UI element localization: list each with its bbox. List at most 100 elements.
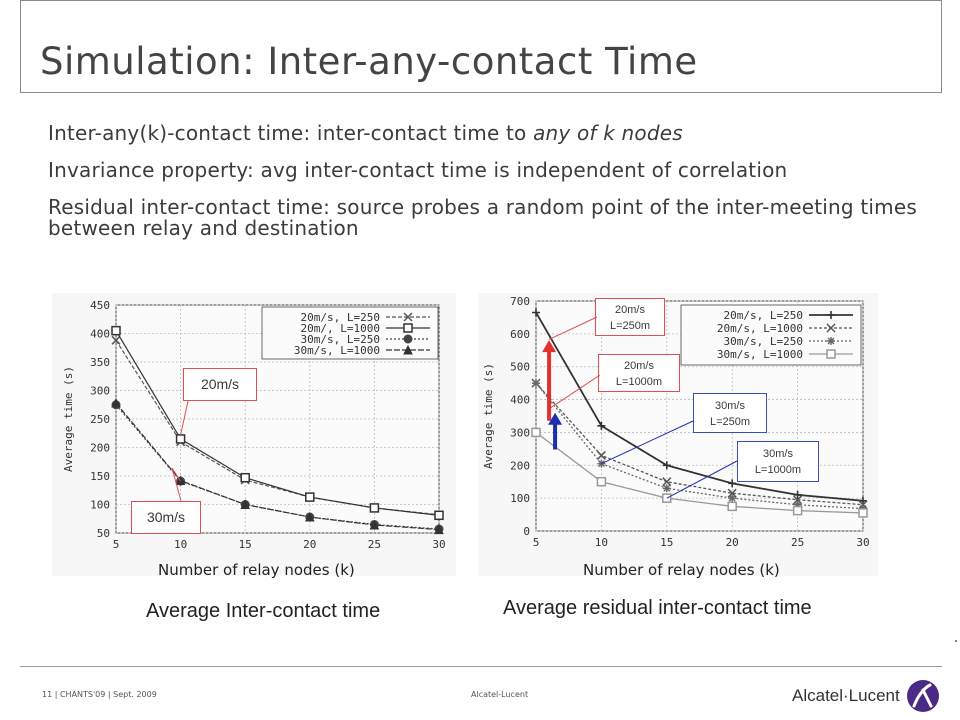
chart-right-svg: 0 100 200 300 400 500 600 700 5 10 15 20 25 30 Average… <box>478 293 878 576</box>
data-point <box>728 494 737 503</box>
y-tick-label: 300 <box>510 426 530 439</box>
data-point <box>111 325 121 336</box>
legend-entry-label: 20m/s, L=1000 <box>717 322 803 335</box>
data-point <box>662 484 671 493</box>
callout-right-30-250-line2: L=250m <box>709 416 751 428</box>
data-point <box>792 505 803 516</box>
x-tick-label: 10 <box>174 538 187 551</box>
callout-right-30-250-line1: 30m/s <box>715 400 745 412</box>
legend-swatch-marker <box>403 323 413 333</box>
data-point <box>793 490 802 499</box>
data-point <box>596 476 607 487</box>
x-axis-label-right: Number of relay nodes (k) <box>583 561 780 579</box>
x-tick-label: 30 <box>432 538 445 551</box>
right-border <box>941 0 942 92</box>
y-tick-label: 600 <box>510 328 530 341</box>
footer-company: Alcatel-Lucent <box>471 690 529 699</box>
chart-left-svg: 50 100 150 200 250 300 350 400 450 5 10 15 20 25 30 Ave… <box>52 293 456 576</box>
stray-mark <box>955 640 957 642</box>
series-line <box>115 330 440 516</box>
bullet-2: Invariance property: avg inter-contact t… <box>48 160 938 181</box>
legend-swatch-marker <box>827 311 835 319</box>
legend-swatch-marker <box>403 334 413 344</box>
legend-swatch-marker <box>826 349 836 359</box>
legend-swatch-marker <box>827 337 835 345</box>
series-line <box>535 431 864 514</box>
legend-entry-label: 30m/s, L=1000 <box>717 348 803 361</box>
legend-entry-label: 20m/, L=1000 <box>301 322 380 335</box>
data-point <box>111 397 121 408</box>
left-border <box>20 0 21 92</box>
y-tick-label: 400 <box>90 328 110 341</box>
callout-right-20-250-line2: L=250m <box>609 320 651 332</box>
callout-right-30-250: 30m/s L=250m <box>693 393 767 433</box>
x-tick-label: 30 <box>856 536 869 549</box>
bullet-3-text: Residual inter-contact time: source prob… <box>48 195 917 240</box>
y-tick-label: 200 <box>90 442 110 455</box>
data-point <box>369 503 380 513</box>
bullet-1: Inter-any(k)-contact time: inter-contact… <box>48 123 938 144</box>
data-point <box>434 510 444 521</box>
data-point <box>240 472 250 483</box>
y-axis-label: Average time (s) <box>482 363 495 469</box>
y-tick-label: 450 <box>90 299 110 312</box>
legend-entry-label: 20m/s, L=250 <box>724 309 803 322</box>
data-point <box>305 492 315 502</box>
x-tick-label: 25 <box>791 536 804 549</box>
bullet-1-text: Inter-any(k)-contact time: inter-contact… <box>48 121 534 145</box>
y-tick-label: 100 <box>510 492 530 505</box>
x-tick-label: 5 <box>113 538 120 551</box>
callout-left-30: 30m/s <box>131 501 201 534</box>
callout-right-30-1000-line1: 30m/s <box>763 448 793 460</box>
footer-slide-info: 11 | CHANTS'09 | Sept. 2009 <box>42 690 157 699</box>
series-line <box>115 402 440 531</box>
y-tick-label: 200 <box>510 459 530 472</box>
callout-right-30-1000-line2: L=1000m <box>754 464 802 476</box>
callout-right-20-1000-line1: 20m/s <box>624 360 654 372</box>
logo-wordmark: Alcatel·Lucent <box>792 686 900 705</box>
y-tick-label: 50 <box>97 527 110 540</box>
y-tick-label: 0 <box>523 525 530 538</box>
logo-emblem-icon <box>906 680 939 712</box>
data-point <box>240 499 251 509</box>
callout-left-20: 20m/s <box>183 368 257 401</box>
data-point <box>304 511 315 522</box>
data-point <box>369 519 380 530</box>
data-point <box>532 308 540 317</box>
legend-swatch-marker <box>403 344 413 355</box>
data-point <box>532 379 540 388</box>
data-point <box>727 501 737 512</box>
y-tick-label: 700 <box>510 295 530 308</box>
x-tick-label: 15 <box>660 536 673 549</box>
data-point <box>175 434 186 444</box>
data-point <box>434 524 444 535</box>
chart-left: 50 100 150 200 250 300 350 400 450 5 10 15 20 25 30 Ave… <box>52 293 456 576</box>
caption-right: Average residual inter-contact time <box>503 597 812 619</box>
top-border <box>20 0 942 1</box>
bullet-3: Residual inter-contact time: source prob… <box>48 197 938 239</box>
data-point <box>793 500 802 509</box>
y-tick-label: 250 <box>90 413 110 426</box>
x-tick-label: 20 <box>303 538 316 551</box>
bullet-2-text: Invariance property: avg inter-contact t… <box>48 158 788 182</box>
legend-entry-label: 30m/s, L=250 <box>724 335 803 348</box>
series-line <box>535 382 864 510</box>
x-tick-label: 15 <box>239 538 252 551</box>
bullet-list: Inter-any(k)-contact time: inter-contact… <box>48 123 938 255</box>
x-tick-label: 25 <box>368 538 381 551</box>
y-tick-label: 350 <box>90 356 110 369</box>
data-point <box>531 427 541 438</box>
legend-swatch-marker <box>403 312 413 322</box>
callout-right-20-250: 20m/s L=250m <box>595 298 665 336</box>
y-tick-label: 500 <box>510 361 530 374</box>
y-tick-label: 300 <box>90 385 110 398</box>
data-point <box>858 508 868 518</box>
y-tick-label: 150 <box>90 470 110 483</box>
callout-right-20-1000: 20m/s L=1000m <box>598 354 680 392</box>
title-rule <box>20 92 942 93</box>
legend-swatch-marker <box>826 323 836 333</box>
slide-title: Simulation: Inter-any-contact Time <box>40 40 698 83</box>
legend-entry-label: 30m/s, L=1000 <box>294 344 380 357</box>
data-point <box>859 496 867 505</box>
caption-left: Average Inter-contact time <box>146 600 381 622</box>
